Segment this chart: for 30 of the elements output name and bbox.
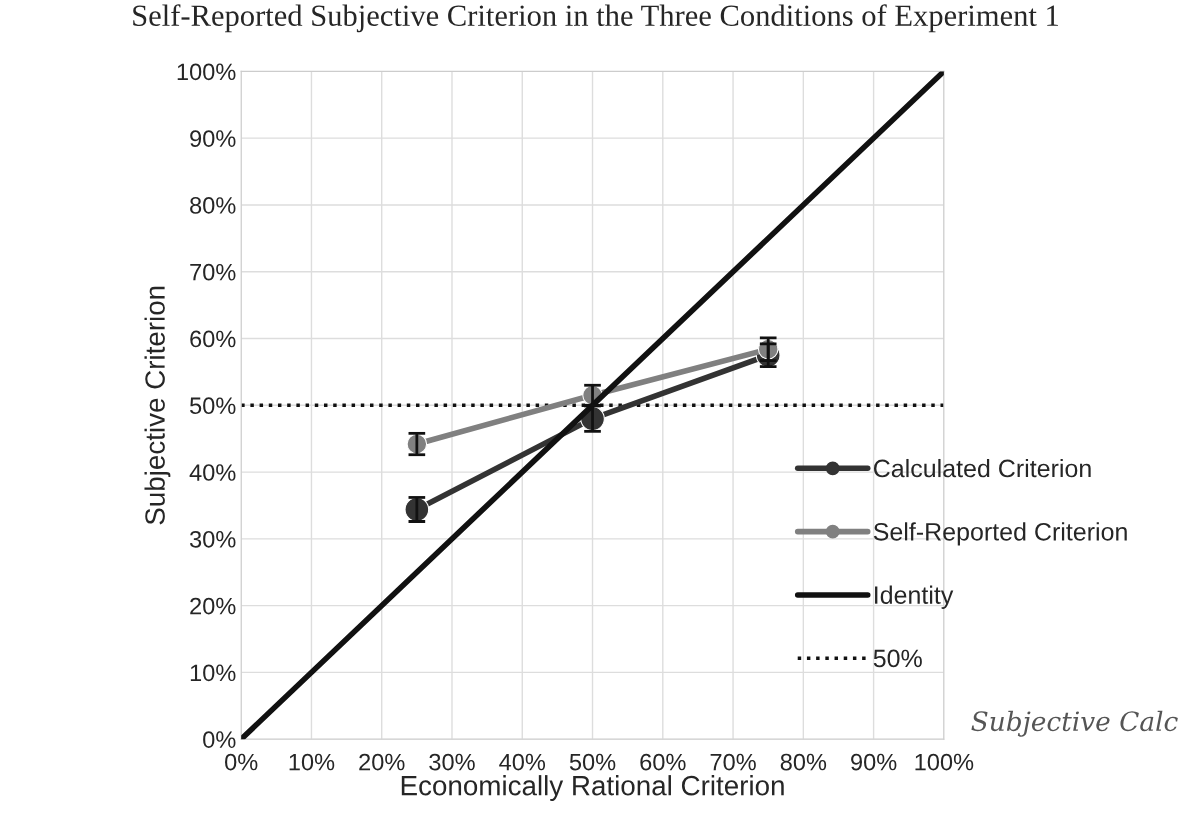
x-tick-label: 0% bbox=[225, 753, 258, 771]
x-tick-label: 40% bbox=[499, 753, 546, 771]
x-tick-label: 100% bbox=[915, 753, 974, 771]
y-tick-label: 60% bbox=[190, 330, 236, 348]
y-tick-label: 100% bbox=[177, 63, 236, 81]
y-tick-label: 20% bbox=[190, 597, 236, 615]
y-tick-label: 70% bbox=[190, 263, 236, 281]
x-tick-label: 60% bbox=[640, 753, 686, 771]
y-tick-label: 30% bbox=[189, 530, 236, 548]
x-tick-label: 50% bbox=[569, 753, 616, 771]
y-tick-label: 80% bbox=[190, 197, 236, 214]
x-axis-title: Economically Rational Criterion bbox=[401, 775, 784, 801]
y-tick-label: 50% bbox=[190, 397, 236, 415]
legend-label: Calculated Criterion bbox=[873, 458, 1091, 478]
x-tick-label: 80% bbox=[780, 753, 827, 771]
x-tick-label: 20% bbox=[359, 753, 405, 771]
y-axis-title: Subjective Criterion bbox=[144, 286, 171, 525]
legend-label: 50% bbox=[873, 649, 922, 668]
x-tick-label: 90% bbox=[851, 753, 897, 771]
x-tick-label: 70% bbox=[710, 753, 756, 771]
y-tick-label: 40% bbox=[189, 464, 236, 481]
text: Subjective Calc bbox=[971, 710, 1178, 737]
legend-label: Self-Reported Criterion bbox=[873, 522, 1127, 546]
x-tick-label: 10% bbox=[289, 753, 335, 771]
legend-label: Identity bbox=[875, 585, 954, 609]
y-tick-label: 90% bbox=[190, 130, 236, 147]
y-tick-label: 10% bbox=[190, 664, 236, 682]
y-tick-label: 0% bbox=[203, 731, 236, 748]
chart-title: Self-Reported Subjective Criterion in the Three Conditions of Experiment 1 bbox=[133, 4, 1058, 33]
x-tick-label: 30% bbox=[429, 753, 475, 771]
